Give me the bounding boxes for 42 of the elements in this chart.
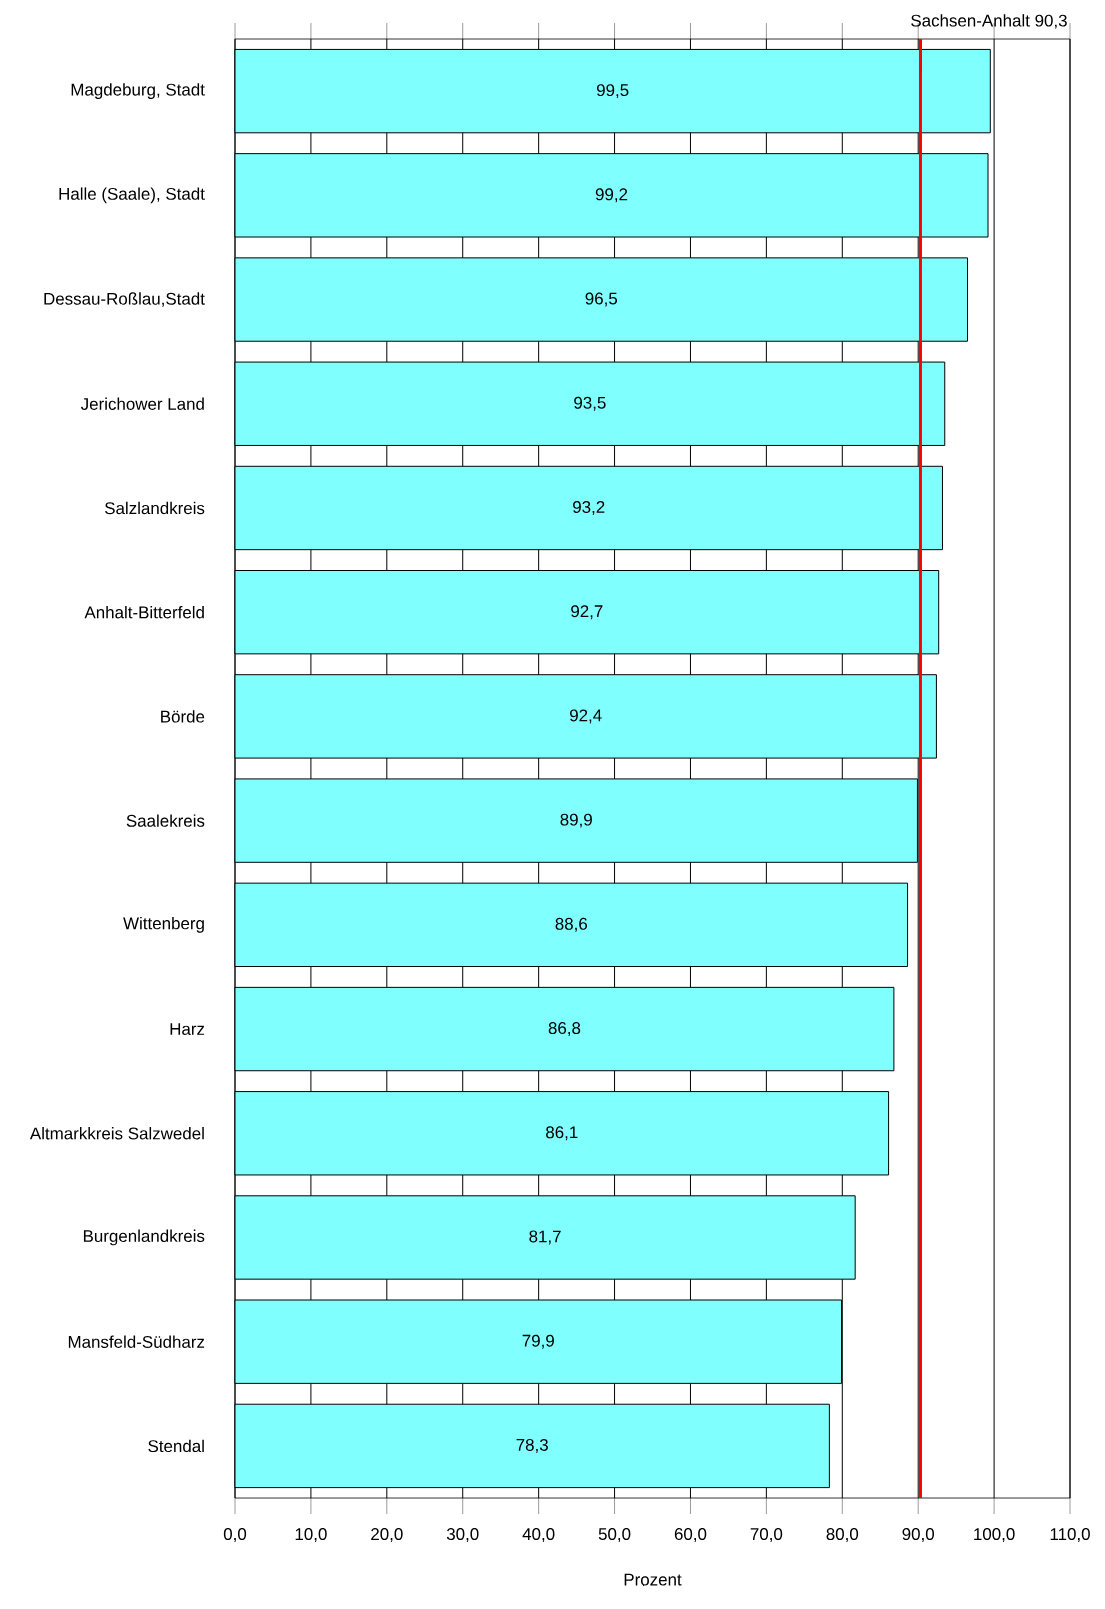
- y-tick-label: Halle (Saale), Stadt: [59, 187, 205, 204]
- data-label: 86,1: [546, 1126, 578, 1141]
- x-tick-label: 100,0: [974, 1528, 1015, 1543]
- x-tick-label: 80,0: [826, 1528, 859, 1543]
- data-label: 78,3: [516, 1438, 548, 1453]
- data-label: 81,7: [529, 1230, 561, 1245]
- data-label: 96,5: [585, 292, 618, 307]
- y-tick-label: Wittenberg: [123, 916, 204, 933]
- data-label: 92,7: [571, 605, 603, 620]
- y-tick-label: Altmarkkreis Salzwedel: [29, 1127, 204, 1140]
- x-tick-label: 10,0: [295, 1528, 327, 1543]
- data-label: 89,9: [560, 813, 592, 828]
- data-label: 92,4: [570, 709, 602, 724]
- y-tick-label: Saalekreis: [126, 814, 205, 827]
- data-label: 99,5: [596, 84, 629, 99]
- x-tick-label: 40,0: [522, 1528, 555, 1543]
- x-tick-label: 20,0: [371, 1528, 403, 1543]
- data-label: 79,9: [522, 1334, 554, 1349]
- ref-line-label: Sachsen-Anhalt 90,3: [911, 14, 1067, 29]
- y-tick-label: Mansfeld-Südharz: [68, 1335, 205, 1348]
- x-tick-label: 110,0: [1050, 1528, 1090, 1543]
- data-label: 86,8: [548, 1022, 581, 1037]
- x-axis-title: Prozent: [624, 1573, 682, 1586]
- x-tick-label: 70,0: [750, 1528, 783, 1543]
- x-tick-label: 30,0: [446, 1528, 479, 1543]
- x-tick-label: 0,0: [223, 1528, 247, 1543]
- y-tick-label: Stendal: [148, 1439, 204, 1453]
- y-tick-label: Anhalt-Bitterfeld: [84, 605, 204, 619]
- data-label: 93,2: [573, 500, 605, 515]
- x-tick-label: 50,0: [598, 1528, 631, 1543]
- data-label: 99,2: [595, 188, 628, 203]
- y-tick-label: Burgenlandkreis: [83, 1229, 205, 1246]
- y-tick-label: Salzlandkreis: [105, 501, 205, 515]
- x-tick-label: 60,0: [674, 1528, 707, 1543]
- y-tick-label: Magdeburg, Stadt: [71, 83, 205, 99]
- data-label: 93,5: [574, 396, 606, 411]
- data-label: 88,6: [555, 917, 588, 932]
- y-tick-label: Dessau-Roßlau,Stadt: [44, 292, 205, 307]
- y-tick-label: Harz: [170, 1023, 205, 1035]
- x-tick-label: 90,0: [902, 1528, 934, 1543]
- y-tick-label: Börde: [161, 710, 205, 723]
- y-tick-label: Jerichower Land: [80, 397, 204, 410]
